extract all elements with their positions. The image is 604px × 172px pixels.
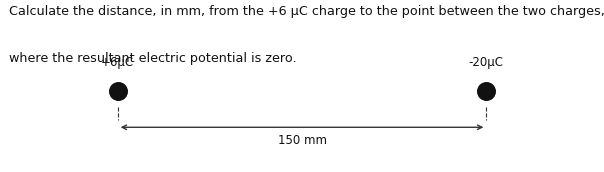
Text: where the resultant electric potential is zero.: where the resultant electric potential i… — [9, 52, 297, 65]
Text: Calculate the distance, in mm, from the +6 μC charge to the point between the tw: Calculate the distance, in mm, from the … — [9, 5, 604, 18]
Text: 150 mm: 150 mm — [277, 134, 327, 147]
Text: +6μC: +6μC — [101, 56, 134, 69]
Text: -20μC: -20μC — [469, 56, 504, 69]
Point — [481, 90, 491, 93]
Point — [113, 90, 123, 93]
